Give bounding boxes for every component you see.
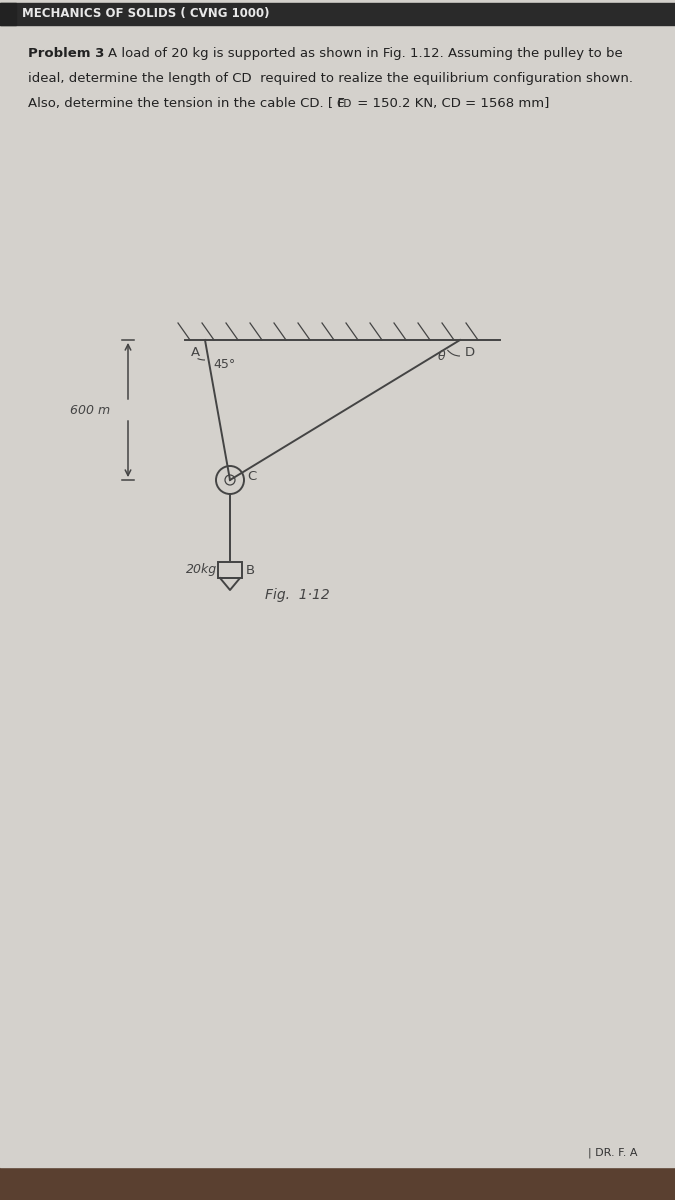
Text: A load of 20 kg is supported as shown in Fig. 1.12. Assuming the pulley to be: A load of 20 kg is supported as shown in…	[108, 47, 623, 60]
Text: 20kg: 20kg	[186, 564, 217, 576]
Text: CD: CD	[336, 98, 352, 109]
Text: 45°: 45°	[213, 359, 236, 372]
Text: Fig.  1·12: Fig. 1·12	[265, 588, 330, 602]
Text: = 150.2 KN, CD = 1568 mm]: = 150.2 KN, CD = 1568 mm]	[353, 97, 549, 110]
Text: D: D	[465, 346, 475, 359]
Bar	[0, 2, 16, 25]
Text: ideal, determine the length of CD  required to realize the equilibrium configura: ideal, determine the length of CD requir…	[28, 72, 633, 85]
Text: C: C	[247, 470, 256, 484]
Text: Problem 3: Problem 3	[28, 47, 105, 60]
Text: B: B	[246, 564, 255, 576]
Text: 600 m: 600 m	[70, 403, 110, 416]
Text: A: A	[191, 346, 200, 359]
Bar	[0, 1165, 675, 1200]
Bar	[218, 562, 242, 578]
Bar	[0, 2, 675, 25]
Text: Also, determine the tension in the cable CD. [ F: Also, determine the tension in the cable…	[28, 97, 345, 110]
Text: θ: θ	[438, 349, 446, 362]
Text: MECHANICS OF SOLIDS ( CVNG 1000): MECHANICS OF SOLIDS ( CVNG 1000)	[22, 7, 269, 20]
Text: | DR. F. A: | DR. F. A	[589, 1147, 638, 1158]
